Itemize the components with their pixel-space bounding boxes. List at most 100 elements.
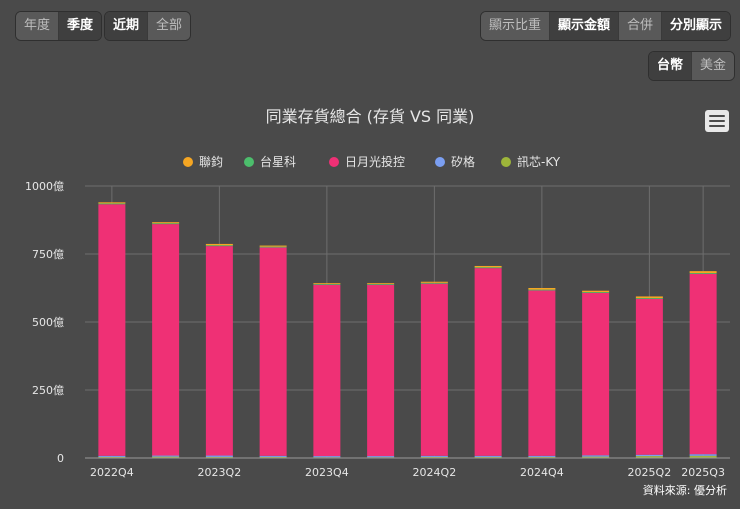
legend-marker[interactable] <box>244 157 254 167</box>
bar-segment[interactable] <box>259 247 287 456</box>
bar-segment[interactable] <box>635 296 663 299</box>
menu-line <box>709 119 725 122</box>
bar-segment[interactable] <box>152 224 180 456</box>
bar-segment[interactable] <box>205 246 233 456</box>
bar-segment[interactable] <box>367 456 395 458</box>
menu-line <box>709 115 725 118</box>
bar-segment[interactable] <box>367 283 395 285</box>
legend-label[interactable]: 聯鈞 <box>199 154 223 169</box>
bar-segment[interactable] <box>367 284 395 457</box>
bar-segment[interactable] <box>98 203 126 205</box>
bar-segment[interactable] <box>420 283 448 456</box>
bar-segment[interactable] <box>689 454 717 456</box>
bar-segment[interactable] <box>635 298 663 455</box>
bar-segment[interactable] <box>420 282 448 284</box>
bar-segment[interactable] <box>259 456 287 458</box>
bar-segment[interactable] <box>582 456 610 458</box>
display-button-1[interactable]: 顯示金額 <box>550 12 620 40</box>
bar-segment[interactable] <box>152 222 180 224</box>
source-label: 資料來源: 優分析 <box>643 483 727 497</box>
x-axis: 2022Q4 2023Q2 2023Q4 2024Q2 2024Q4 2025Q2 2025… <box>85 457 730 479</box>
bar-segment[interactable] <box>313 456 341 458</box>
bar-segment[interactable] <box>152 455 180 457</box>
bar-segment[interactable] <box>528 456 556 458</box>
bar-segment[interactable] <box>98 455 126 457</box>
bar-segment[interactable] <box>313 284 341 457</box>
x-tick-label: 2025Q3 <box>681 466 725 479</box>
bar-segment[interactable] <box>420 281 448 283</box>
x-tick-label: 2023Q2 <box>198 466 242 479</box>
bar-segment[interactable] <box>98 204 126 456</box>
bar-segment[interactable] <box>528 455 556 457</box>
bar-segment[interactable] <box>635 298 663 299</box>
bar-segment[interactable] <box>582 290 610 293</box>
bar-segment[interactable] <box>259 455 287 457</box>
legend-label[interactable]: 矽格 <box>451 154 475 169</box>
bar-segment[interactable] <box>689 271 717 274</box>
bar-segment[interactable] <box>474 456 502 458</box>
bar-segment[interactable] <box>474 455 502 457</box>
bar-segment[interactable] <box>689 455 717 458</box>
bar-segment[interactable] <box>528 288 556 290</box>
bar-segment[interactable] <box>635 454 663 457</box>
currency-button-0[interactable]: 台幣 <box>649 52 693 80</box>
chart-menu-icon[interactable] <box>705 110 729 132</box>
menu-line <box>709 124 725 127</box>
bar-segment[interactable] <box>313 283 341 285</box>
x-tick-label: 2024Q4 <box>520 466 564 479</box>
bar-segment[interactable] <box>582 455 610 457</box>
x-tick-label: 2022Q4 <box>90 466 134 479</box>
legend: 聯鈞 台星科 日月光投控 矽格 訊芯-KY <box>183 154 561 169</box>
gridlines <box>85 185 730 459</box>
display-button-3[interactable]: 分別顯示 <box>662 12 731 40</box>
legend-label[interactable]: 訊芯-KY <box>517 154 561 169</box>
y-tick-label: 250億 <box>32 384 64 397</box>
bar-segment[interactable] <box>528 290 556 456</box>
bar-segment[interactable] <box>474 265 502 268</box>
period-button-1[interactable]: 季度 <box>59 12 102 40</box>
legend-marker[interactable] <box>501 157 511 167</box>
legend-marker[interactable] <box>183 157 193 167</box>
range-button-1[interactable]: 全部 <box>148 12 191 40</box>
bar-segment[interactable] <box>582 292 610 293</box>
y-tick-label: 0 <box>57 452 64 465</box>
bar-segment[interactable] <box>152 223 180 225</box>
display-button-2[interactable]: 合併 <box>619 12 663 40</box>
bar-segment[interactable] <box>420 455 448 457</box>
bar-segment[interactable] <box>259 245 287 247</box>
bar-segment[interactable] <box>582 292 610 456</box>
bar-segment[interactable] <box>474 268 502 456</box>
bar-segment[interactable] <box>98 202 126 204</box>
period-button-0[interactable]: 年度 <box>16 12 60 40</box>
bar-segment[interactable] <box>205 456 233 458</box>
x-tick-label: 2025Q2 <box>628 466 672 479</box>
legend-marker[interactable] <box>329 157 339 167</box>
bar-segment[interactable] <box>152 456 180 458</box>
range-button-0[interactable]: 近期 <box>105 12 149 40</box>
bar-segment[interactable] <box>689 273 717 455</box>
legend-label[interactable]: 日月光投控 <box>345 154 405 169</box>
bar-segment[interactable] <box>635 456 663 458</box>
bar-segment[interactable] <box>367 283 395 284</box>
bar-segment[interactable] <box>420 456 448 458</box>
bar-segment[interactable] <box>689 273 717 274</box>
legend-label[interactable]: 台星科 <box>260 154 296 169</box>
period-toggle-group: 年度 季度 <box>15 11 103 41</box>
currency-button-1[interactable]: 美金 <box>692 52 735 80</box>
bar-segment[interactable] <box>528 289 556 291</box>
bar-segment[interactable] <box>313 283 341 284</box>
bar-segment[interactable] <box>259 246 287 248</box>
bar-segment[interactable] <box>98 456 126 458</box>
currency-toggle-group: 台幣 美金 <box>648 51 736 81</box>
y-axis: 0 250億 500億 750億 1000億 <box>25 180 64 465</box>
bar-segment[interactable] <box>474 267 502 269</box>
bar-segment[interactable] <box>205 243 233 246</box>
bar-segment[interactable] <box>205 455 233 457</box>
y-tick-label: 750億 <box>32 248 64 261</box>
display-toggle-group: 顯示比重 顯示金額 合併 分別顯示 <box>480 11 732 41</box>
bar-segment[interactable] <box>205 245 233 247</box>
x-tick-label: 2024Q2 <box>413 466 457 479</box>
display-button-0[interactable]: 顯示比重 <box>481 12 551 40</box>
legend-marker[interactable] <box>435 157 445 167</box>
